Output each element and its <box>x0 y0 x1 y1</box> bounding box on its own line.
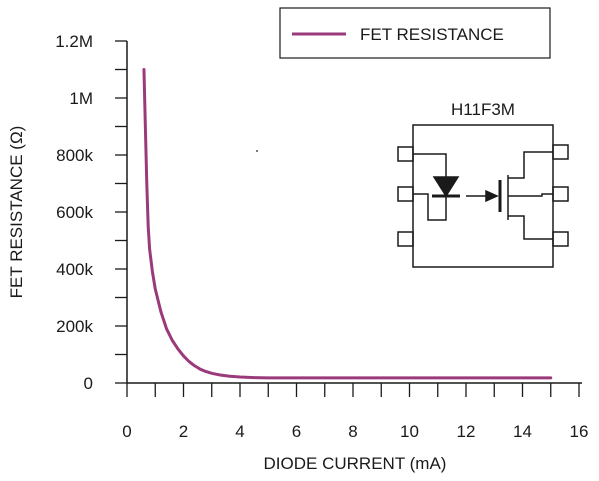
tick-labels: 0 2 4 6 8 10 12 14 16 0 200k 400k 600k 800k 1M 1.2M <box>55 32 588 441</box>
fet-base-wire <box>508 193 553 197</box>
x-axis-label: DIODE CURRENT (mA) <box>264 454 447 473</box>
y-tick-label: 400k <box>56 260 93 279</box>
series-line <box>142 68 553 380</box>
pin-5 <box>552 186 569 202</box>
y-tick-label: 0 <box>84 374 93 393</box>
y-tick-label: 600k <box>56 203 93 222</box>
y-axis-label: FET RESISTANCE (Ω) <box>7 126 26 299</box>
x-tick-label: 0 <box>122 422 131 441</box>
pin-6 <box>552 144 569 160</box>
led-icon <box>432 176 460 198</box>
ticks <box>115 40 580 397</box>
x-tick-label: 16 <box>570 422 589 441</box>
y-tick-label: 1.2M <box>55 32 93 51</box>
legend-label: FET RESISTANCE <box>360 25 504 44</box>
y-tick-label: 1M <box>69 89 93 108</box>
led-anode-wire <box>413 153 447 177</box>
led-cathode-wire <box>413 193 447 221</box>
x-tick-label: 6 <box>292 422 301 441</box>
series-layer <box>142 68 553 380</box>
x-tick-label: 2 <box>179 422 188 441</box>
x-tick-label: 4 <box>235 422 244 441</box>
x-tick-label: 14 <box>513 422 532 441</box>
x-tick-label: 10 <box>400 422 419 441</box>
inset-schematic: H11F3M <box>397 100 569 268</box>
stray-dot <box>256 150 258 152</box>
pin-1 <box>397 146 414 162</box>
x-tick-label: 8 <box>348 422 357 441</box>
fet-source-wire <box>508 215 553 240</box>
inset-title: H11F3M <box>451 100 515 119</box>
y-tick-label: 200k <box>56 317 93 336</box>
pin-3 <box>397 231 414 247</box>
legend: FET RESISTANCE <box>279 7 551 59</box>
fet-drain-wire <box>508 151 553 179</box>
pin-2 <box>397 186 414 202</box>
x-tick-label: 12 <box>457 422 476 441</box>
pin-4 <box>552 231 569 247</box>
light-arrow-icon <box>485 189 499 203</box>
y-tick-label: 800k <box>56 146 93 165</box>
